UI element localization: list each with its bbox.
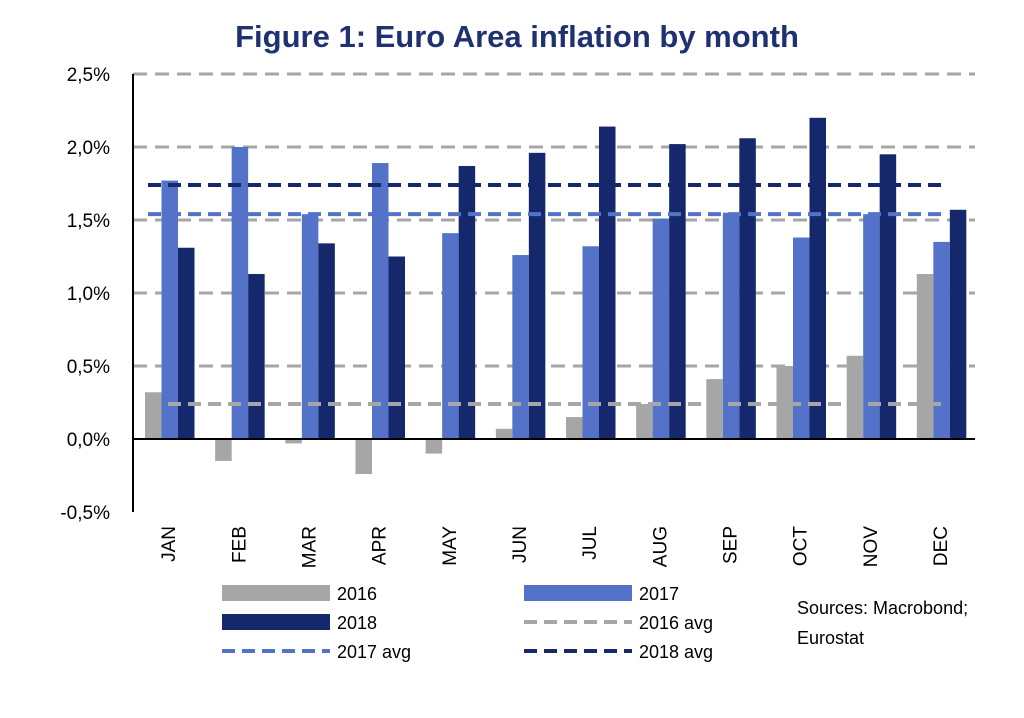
x-tick-label: JUN: [510, 526, 531, 563]
legend-swatch: [222, 585, 330, 601]
legend-label: 2018 avg: [639, 642, 713, 662]
legend-label: 2016 avg: [639, 613, 713, 633]
bar-2016-sep: [706, 379, 723, 439]
x-tick-label: DEC: [931, 526, 952, 566]
bar-2017-dec: [933, 241, 950, 439]
x-tick-labels: JAN FEB MAR APR MAY JUN JUL AUG SEP OCT NOV DEC: [159, 526, 952, 569]
bar-2018-nov: [879, 154, 897, 440]
y-tick-label: 1,0%: [67, 284, 110, 305]
bar-2017-sep: [722, 212, 740, 439]
bar-2018-apr: [388, 256, 405, 439]
bar-2018-dec: [949, 209, 967, 439]
bar-2016-jul: [566, 417, 583, 439]
bar-2017-jun: [512, 255, 529, 439]
bar-2017-oct: [793, 237, 810, 439]
bar-2016-may: [425, 439, 443, 454]
legend-swatch: [524, 585, 632, 601]
x-tick-label: AUG: [650, 526, 671, 567]
legend-label: 2017: [639, 584, 679, 604]
source-line-2: Eurostat: [797, 628, 864, 648]
y-tick-labels: -0,5% 0,0% 0,5% 1,0% 1,5% 2,0% 2,5%: [60, 65, 110, 524]
bar-2018-jan: [178, 247, 195, 439]
bar-2016-feb: [215, 439, 232, 461]
bar-2017-mar: [301, 214, 319, 439]
bar-2018-aug: [669, 144, 686, 439]
bar-2018-feb: [248, 274, 265, 439]
bar-2018-jun: [528, 152, 546, 439]
bar-2017-apr: [372, 163, 389, 439]
bar-2016-nov: [846, 355, 864, 439]
source-line-1: Sources: Macrobond;: [797, 598, 968, 618]
bar-2016-aug: [636, 403, 653, 439]
chart-title: Figure 1: Euro Area inflation by month: [235, 19, 799, 54]
bar-2017-may: [442, 233, 459, 439]
bar-2017-feb: [231, 147, 249, 439]
y-tick-label: 1,5%: [67, 211, 110, 232]
bar-2018-oct: [809, 117, 826, 440]
y-tick-label: -0,5%: [60, 503, 110, 524]
bar-2016-oct: [776, 366, 793, 439]
x-tick-label: MAR: [299, 526, 320, 568]
bar-2018-jul: [599, 126, 616, 439]
x-tick-label: MAY: [440, 526, 461, 566]
bar-2016-mar: [285, 439, 302, 444]
bar-2016-jun: [495, 428, 513, 439]
y-tick-label: 0,0%: [67, 430, 110, 451]
axes: [132, 74, 975, 512]
bar-2017-jan: [161, 180, 178, 439]
x-tick-label: JUL: [580, 526, 601, 560]
bar-2016-jan: [145, 392, 162, 439]
bar-2017-jul: [582, 246, 599, 439]
x-tick-label: NOV: [861, 526, 882, 568]
x-tick-label: OCT: [791, 526, 812, 567]
x-tick-label: SEP: [720, 526, 741, 564]
bars: [145, 117, 967, 475]
legend-label: 2016: [337, 584, 377, 604]
legend-swatch: [222, 614, 330, 630]
x-tick-label: JAN: [159, 526, 180, 562]
y-tick-label: 2,5%: [67, 65, 110, 86]
bar-2018-may: [458, 165, 476, 440]
y-tick-label: 0,5%: [67, 357, 110, 378]
bar-2018-mar: [318, 243, 335, 439]
bar-2017-nov: [863, 214, 880, 439]
y-tick-label: 2,0%: [67, 138, 110, 159]
bar-2017-aug: [652, 218, 670, 439]
x-tick-label: APR: [370, 526, 391, 565]
x-tick-label: FEB: [229, 526, 250, 563]
average-lines: [148, 182, 945, 406]
bar-2016-dec: [916, 274, 934, 439]
gridlines: [133, 72, 975, 368]
legend-label: 2017 avg: [337, 642, 411, 662]
legend-label: 2018: [337, 613, 377, 633]
legend: 2016 2017 2018 2016 avg 2017 avg 2018 avg: [222, 584, 713, 662]
bar-2016-apr: [355, 439, 372, 475]
